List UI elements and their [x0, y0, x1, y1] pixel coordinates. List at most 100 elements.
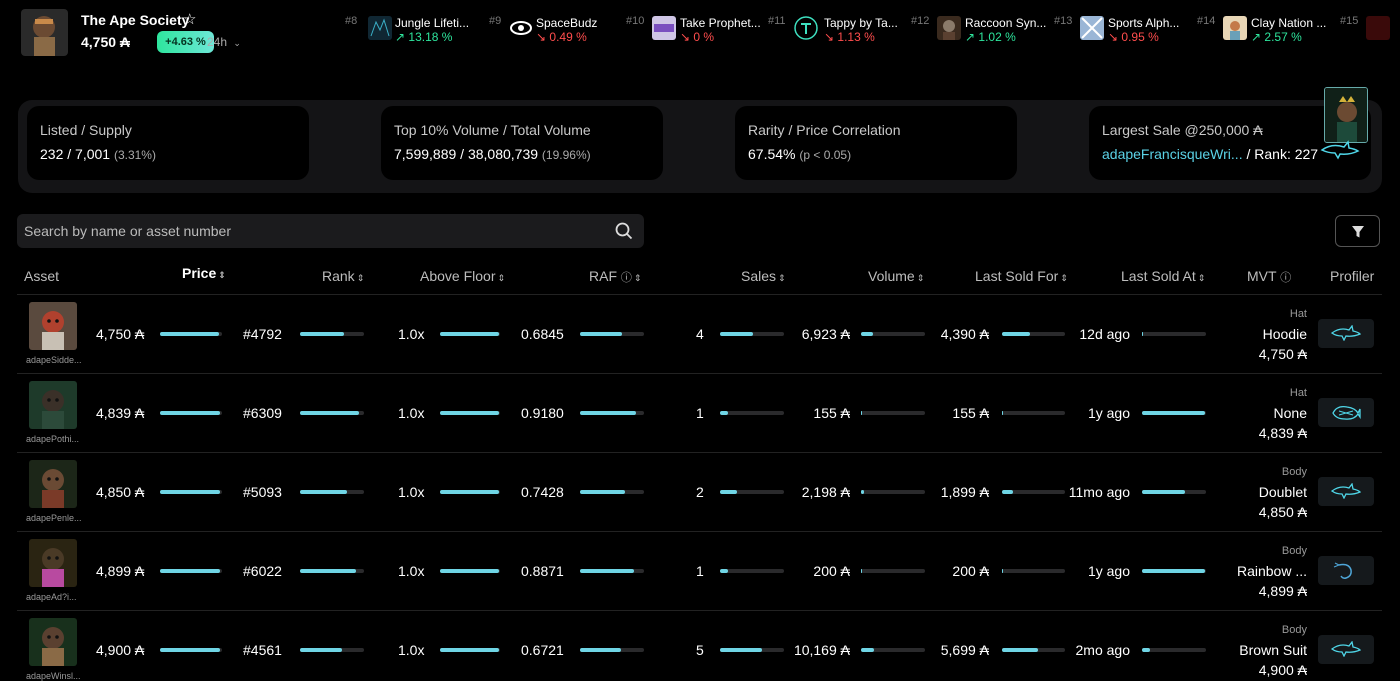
bar-fill [580, 411, 637, 415]
profiler-button[interactable] [1318, 635, 1374, 664]
ticker-rank: #8 [345, 15, 358, 27]
col-price[interactable]: Price ⇕ [182, 265, 226, 281]
bar-fill [1142, 490, 1185, 494]
period-selector[interactable]: 24h ⌄ [207, 35, 241, 49]
table-row[interactable]: adapePothi... 4,839 ₳ #6309 1.0x 0.9180 1 155 … [17, 374, 1382, 453]
stat-listed-supply: Listed / Supply 232 / 7,001 (3.31%) [27, 106, 309, 180]
asset-owner[interactable]: adapePenle... [26, 513, 82, 523]
last-sold-for-bar [1002, 648, 1065, 652]
profiler-button[interactable] [1318, 319, 1374, 348]
sale-owner-link[interactable]: adapeFrancisqueWri... [1102, 146, 1243, 162]
asset-owner[interactable]: adapeWinsl... [26, 671, 81, 681]
col-raf[interactable]: RAF ⓘ ⇕ [589, 268, 642, 284]
above-floor-bar [440, 411, 500, 415]
bar-fill [160, 490, 220, 494]
raf-value: 0.9180 [521, 405, 564, 421]
mvt-category: Hat [1289, 308, 1307, 320]
ticker-rank: #15 [1340, 15, 1359, 27]
asset-avatar[interactable] [29, 381, 77, 429]
table-row[interactable]: adapeSidde... 4,750 ₳ #4792 1.0x 0.6845 4 6,92… [17, 295, 1382, 374]
ticker-name: Clay Nation ... [1251, 16, 1327, 30]
above-floor-bar [440, 648, 500, 652]
ticker-change: ↘ 0.95 % [1108, 30, 1159, 44]
table-row[interactable]: adapeAd?i... 4,899 ₳ #6022 1.0x 0.8871 1 200 ₳… [17, 532, 1382, 611]
largest-sale-thumbnail[interactable] [1324, 87, 1368, 143]
profiler-button[interactable] [1318, 477, 1374, 506]
asset-avatar[interactable] [29, 302, 77, 350]
bar-fill [861, 332, 873, 336]
volume-value: 155 ₳ [813, 405, 850, 421]
col-rank[interactable]: Rank ⇕ [322, 268, 365, 284]
bar-fill [580, 648, 621, 652]
last-sold-at-bar [1142, 490, 1206, 494]
last-sold-at-value: 12d ago [1079, 326, 1130, 342]
raf-value: 0.6845 [521, 326, 564, 342]
stat-value: 232 / 7,001 (3.31%) [40, 146, 156, 162]
asset-owner[interactable]: adapeAd?i... [26, 592, 77, 602]
last-sold-for-value: 4,390 ₳ [940, 326, 989, 342]
filter-button[interactable] [1335, 215, 1380, 247]
bar-fill [861, 648, 874, 652]
rank-bar [300, 490, 364, 494]
last-sold-at-bar [1142, 411, 1206, 415]
sales-bar [720, 569, 784, 573]
sort-icon: ⇕ [497, 273, 506, 283]
table-row[interactable]: adapeWinsl... 4,900 ₳ #4561 1.0x 0.6721 5 10,1… [17, 611, 1382, 681]
asset-avatar[interactable] [29, 618, 77, 666]
mvt-category: Hat [1289, 387, 1307, 399]
last-sold-at-bar [1142, 648, 1206, 652]
bar-fill [300, 648, 343, 652]
last-sold-for-bar [1002, 490, 1065, 494]
profiler-button[interactable] [1318, 398, 1374, 427]
profiler-button[interactable] [1318, 556, 1374, 585]
asset-owner[interactable]: adapeSidde... [26, 355, 82, 365]
ticker-change: ↘ 0.49 % [536, 30, 587, 44]
volume-value: 10,169 ₳ [793, 642, 850, 658]
collection-ticker: #8 Jungle Lifeti... ↗ 13.18 % #9 SpaceBu… [345, 12, 1400, 44]
col-last-sold-at[interactable]: Last Sold At ⇕ [1121, 268, 1206, 284]
last-sold-for-bar [1002, 411, 1065, 415]
stat-label: Largest Sale @250,000 ₳ [1102, 122, 1263, 138]
asset-avatar[interactable] [29, 460, 77, 508]
asset-avatar[interactable] [29, 539, 77, 587]
last-sold-for-bar [1002, 569, 1065, 573]
ticker-rank: #13 [1054, 15, 1073, 27]
above-floor-value: 1.0x [398, 642, 425, 658]
col-above-floor[interactable]: Above Floor ⇕ [420, 268, 506, 284]
bar-fill [720, 411, 729, 415]
bar-fill [720, 490, 737, 494]
mvt-name: Rainbow ... [1236, 563, 1307, 579]
rank-value: #5093 [243, 484, 282, 500]
sort-icon: ⇕ [633, 273, 642, 283]
sort-icon: ⇕ [916, 273, 925, 283]
collection-thumbnail[interactable] [21, 9, 68, 56]
asset-owner[interactable]: adapePothi... [26, 434, 80, 444]
last-sold-for-value: 155 ₳ [952, 405, 989, 421]
search-icon[interactable] [615, 222, 633, 245]
collection-icon [1223, 16, 1247, 40]
favorite-star-icon[interactable]: ☆ [183, 11, 197, 28]
table-row[interactable]: adapePenle... 4,850 ₳ #5093 1.0x 0.7428 2 2,19… [17, 453, 1382, 532]
raf-bar [580, 569, 644, 573]
volume-value: 6,923 ₳ [801, 326, 850, 342]
chevron-down-icon: ⌄ [233, 38, 241, 48]
stat-rarity-correlation: Rarity / Price Correlation 67.54% (p < 0… [735, 106, 1017, 180]
bar-fill [440, 411, 499, 415]
sales-value: 2 [696, 484, 704, 500]
price-bar [160, 332, 222, 336]
top-header: The Ape Society ☆ 4,750 ₳ +4.63 % 24h ⌄ … [0, 0, 1400, 62]
bar-fill [300, 332, 344, 336]
ticker-name: Take Prophet... [680, 16, 761, 30]
stat-value: 7,599,889 / 38,080,739 (19.96%) [394, 146, 591, 162]
stat-value: adapeFrancisqueWri... / Rank: 227 [1102, 146, 1319, 162]
col-volume[interactable]: Volume ⇕ [868, 268, 925, 284]
col-sales[interactable]: Sales ⇕ [741, 268, 786, 284]
collection-name[interactable]: The Ape Society [81, 12, 190, 28]
col-profiler: Profiler [1330, 268, 1375, 284]
ticker-rank: #9 [489, 15, 502, 27]
bar-fill [1142, 569, 1205, 573]
search-input[interactable] [17, 214, 607, 248]
col-last-sold-for[interactable]: Last Sold For ⇕ [975, 268, 1068, 284]
ticker-change: ↘ 1.13 % [824, 30, 875, 44]
bar-fill [1002, 332, 1030, 336]
